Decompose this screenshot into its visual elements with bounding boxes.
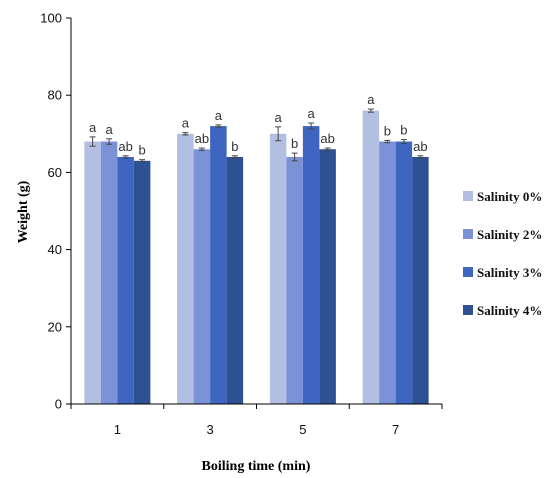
significance-label: a [275,110,283,125]
significance-label: a [106,122,114,137]
bar [412,156,429,404]
significance-label: b [291,136,298,151]
x-tick-label: 3 [207,422,214,437]
bar [395,141,413,404]
x-tick-label: 1 [114,422,121,437]
bar [210,126,227,404]
bar [226,156,244,404]
legend-label: Salinity 3% [477,265,542,280]
bar [302,126,320,404]
y-tick-label: 80 [48,88,62,103]
legend-swatch [463,191,473,201]
significance-label: a [182,116,190,131]
significance-label: ab [195,131,209,146]
legend: Salinity 0% Salinity 2% Salinity 3% Salinit… [463,189,542,318]
y-tick-label: 20 [48,319,62,334]
bar [269,133,287,405]
bar [177,133,194,405]
legend-swatch [463,267,473,277]
significance-label: b [400,123,407,138]
legend-label: Salinity 4% [477,303,542,318]
significance-label: ab [118,139,132,154]
significance-label: b [231,139,238,154]
y-tick-label: 0 [55,397,62,412]
legend-label: Salinity 0% [477,189,542,204]
legend-swatch [463,229,473,239]
bar [319,149,336,404]
y-axis-title: Weight (g) [16,180,31,243]
significance-label: b [139,143,146,158]
bar [286,156,303,404]
legend-label: Salinity 2% [477,227,542,242]
bar [193,149,211,404]
y-tick-label: 100 [40,11,62,26]
legend-swatch [463,305,473,315]
bar [133,160,151,404]
significance-label: a [215,108,223,123]
significance-label: a [308,106,316,121]
bar [100,141,118,404]
significance-label: a [367,92,375,107]
bar [362,110,380,404]
x-tick-label: 7 [392,422,399,437]
bar [84,141,101,404]
significance-label: ab [320,131,334,146]
significance-label: ab [413,139,427,154]
significance-label: b [384,123,391,138]
y-tick-label: 40 [48,242,62,257]
ticks-layer: 0 20 40 60 80 100 1 3 5 7 [40,11,443,437]
significance-label: a [89,120,97,135]
x-axis-title: Boiling time (min) [202,459,311,474]
bar [379,141,396,404]
y-tick-label: 60 [48,165,62,180]
bar [117,156,134,404]
x-tick-label: 5 [299,422,306,437]
